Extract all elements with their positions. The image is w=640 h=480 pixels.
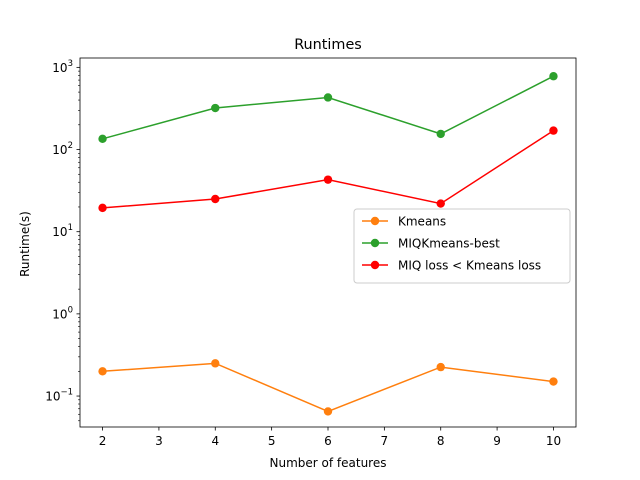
data-point [323, 93, 333, 102]
y-tick-label: 101 [52, 223, 73, 239]
y-axis-label: Runtime(s) [18, 211, 32, 277]
data-point [436, 199, 445, 208]
x-tick-label: 7 [381, 434, 389, 448]
legend-marker [370, 216, 380, 226]
data-point [323, 175, 333, 184]
legend-box [353, 208, 571, 284]
y-tick-exponent: 1 [68, 223, 73, 233]
legend-label: MIQ loss < Kmeans loss [398, 259, 541, 273]
data-point [98, 134, 107, 144]
series-layer [98, 72, 558, 416]
x-tick-label: 2 [99, 434, 107, 448]
x-tick-label: 5 [268, 434, 276, 448]
y-tick-exponent: 0 [68, 305, 73, 315]
data-point [211, 359, 220, 368]
legend-label: MIQKmeans-best [398, 237, 500, 251]
data-point [549, 377, 558, 386]
y-tick-base: 10 [45, 390, 60, 404]
y-tick-exponent: 2 [68, 141, 73, 151]
y-tick-label: 10−1 [45, 388, 73, 404]
y-tick-base: 10 [52, 143, 67, 157]
legend: Kmeans MIQKmeans-best MIQ loss < Kmeans lo… [353, 208, 571, 284]
legend-marker [370, 260, 380, 270]
y-tick-label: 103 [52, 59, 73, 75]
y-tick-exponent: −1 [60, 388, 73, 398]
x-tick-label: 10 [546, 434, 561, 448]
y-tick-label: 100 [52, 305, 73, 321]
y-tick-base: 10 [52, 61, 67, 75]
data-point [98, 203, 107, 213]
data-point [436, 362, 445, 372]
y-tick-label: 102 [52, 141, 73, 157]
data-point [211, 103, 220, 113]
data-point [98, 367, 107, 376]
x-tick-label: 4 [211, 434, 219, 448]
x-axis-label: Number of features [270, 456, 387, 470]
chart-title: Runtimes [294, 37, 362, 53]
y-tick-base: 10 [52, 225, 67, 239]
data-point [323, 407, 333, 416]
x-tick-label: 3 [155, 434, 163, 448]
y-tick-base: 10 [52, 307, 67, 321]
legend-marker [370, 238, 380, 248]
y-tick-exponent: 3 [68, 59, 73, 69]
x-tick-label: 9 [493, 434, 501, 448]
data-point [549, 72, 558, 81]
x-tick-label: 6 [324, 434, 332, 448]
data-point [211, 194, 220, 204]
x-tick-label: 8 [437, 434, 445, 448]
legend-label: Kmeans [398, 215, 446, 229]
data-point [549, 126, 558, 135]
data-point [436, 129, 445, 139]
